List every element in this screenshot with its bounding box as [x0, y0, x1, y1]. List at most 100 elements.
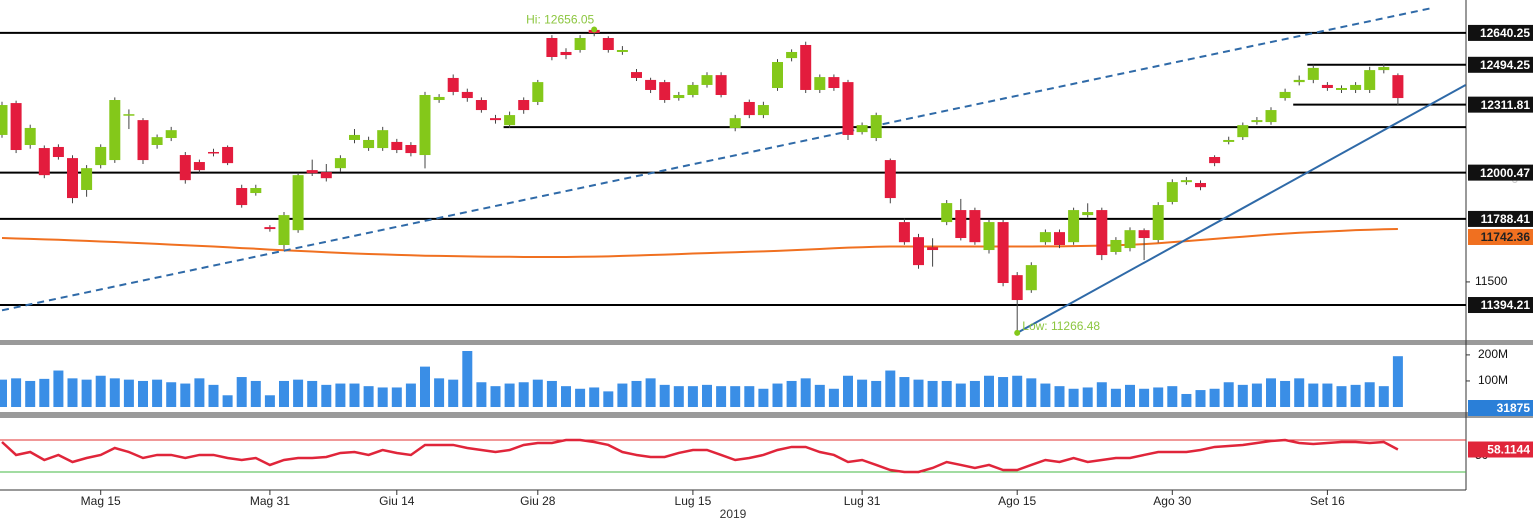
candle-body	[1251, 120, 1263, 123]
volume-bar	[1096, 382, 1107, 408]
candle-body	[1237, 125, 1249, 138]
volume-bar	[1266, 378, 1276, 408]
x-axis-label: 2019	[720, 507, 747, 521]
volume-bar	[1392, 356, 1403, 408]
volume-bar	[589, 387, 600, 408]
candle-body	[349, 134, 360, 140]
candle-body	[645, 79, 657, 90]
x-tick-label: Giu 14	[379, 494, 415, 508]
volume-bar	[391, 387, 402, 408]
candle-body	[391, 141, 403, 151]
volume-bar	[814, 384, 825, 408]
volume-bar	[420, 366, 430, 408]
candle-body	[715, 75, 727, 95]
volume-bar	[716, 386, 727, 408]
volume-bar	[1054, 386, 1065, 408]
volume-bar	[138, 380, 148, 408]
value-label: 12494.25	[1480, 58, 1530, 72]
volume-bar	[1181, 393, 1192, 408]
candle-body	[1364, 70, 1376, 90]
candle-body	[1180, 180, 1192, 183]
candle-body	[969, 210, 981, 243]
x-tick-label: Lug 31	[844, 494, 881, 508]
candle-body	[419, 94, 431, 156]
candle-body	[137, 120, 149, 161]
value-label: 31875	[1497, 401, 1531, 415]
volume-bar	[659, 384, 670, 408]
volume-bar	[462, 350, 473, 408]
volume-bar	[828, 388, 839, 408]
candle-body	[81, 168, 93, 190]
candle-body	[1124, 230, 1136, 249]
value-label-box	[1468, 400, 1533, 416]
volume-bar	[843, 375, 853, 408]
candle-body	[1054, 232, 1065, 246]
candle-body	[377, 130, 389, 149]
volume-bar	[1209, 388, 1220, 408]
candle-body	[165, 130, 177, 139]
volume-bar	[1195, 390, 1206, 408]
volume-bar	[405, 383, 416, 408]
value-label: 12000.47	[1480, 166, 1530, 180]
trendline	[1016, 84, 1467, 334]
volume-bar	[927, 380, 938, 408]
volume-bar	[969, 380, 980, 408]
candle-body	[1392, 75, 1404, 99]
volume-bar	[1251, 383, 1262, 408]
volume-bar	[476, 382, 487, 408]
y-tick-label: 11500	[1475, 274, 1508, 288]
x-tick-label: Ago 15	[998, 494, 1036, 508]
candle-body	[1152, 205, 1164, 240]
volume-bar	[758, 388, 769, 408]
volume-bar	[631, 380, 642, 408]
candle-body	[1039, 232, 1051, 243]
volume-bar	[67, 378, 78, 408]
candle-body	[913, 237, 924, 266]
volume-bar	[1040, 383, 1051, 408]
candle-body	[504, 115, 516, 126]
volume-bar	[321, 384, 332, 408]
volume-bar	[81, 379, 92, 408]
candle-body	[941, 203, 953, 223]
value-label-box	[1468, 210, 1533, 227]
moving-average	[1, 227, 1398, 259]
candle-body	[292, 175, 304, 231]
volume-bar	[1167, 386, 1178, 408]
x-tick-label: Mag 15	[81, 494, 121, 508]
volume-bar	[546, 380, 557, 408]
volume-bar	[984, 375, 994, 408]
candle-body	[334, 158, 346, 169]
volume-bar	[123, 379, 134, 408]
volume-bar	[377, 387, 388, 408]
volume-bar	[561, 386, 571, 408]
x-tick-label: Giu 28	[520, 494, 556, 508]
candle-body	[1195, 182, 1206, 188]
x-tick-label: Ago 30	[1153, 494, 1191, 508]
candle-body	[532, 82, 544, 102]
volume-bar	[222, 395, 233, 408]
volume-bar	[800, 378, 811, 408]
candle-body	[1279, 91, 1291, 99]
volume-bar	[998, 377, 1009, 408]
volume-bar	[95, 375, 106, 408]
volume-bar	[532, 379, 543, 408]
value-label-box	[1468, 96, 1533, 113]
volume-bar	[448, 379, 459, 408]
value-label: 11394.21	[1481, 298, 1531, 312]
candle-body	[1265, 110, 1277, 123]
candle-body	[250, 188, 262, 194]
candle-body	[898, 222, 910, 243]
candle-body	[405, 144, 417, 154]
candle-body	[884, 160, 896, 199]
volume-bar	[899, 377, 910, 408]
volume-bar	[307, 380, 318, 408]
volume-bar	[687, 386, 698, 408]
volume-bar	[39, 378, 50, 408]
volume-bar	[941, 380, 952, 408]
candle-body	[870, 115, 882, 139]
volume-bar	[1153, 387, 1164, 408]
volume-bar	[1125, 384, 1135, 408]
volume-bar	[645, 378, 656, 408]
